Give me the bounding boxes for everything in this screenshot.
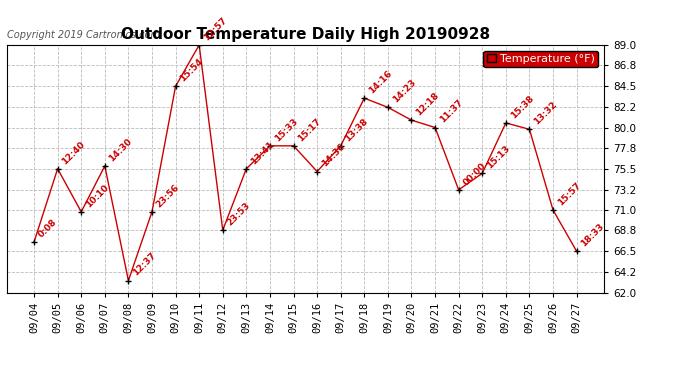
Text: 13:32: 13:32 [532,100,559,126]
Text: 15:13: 15:13 [485,144,512,171]
Text: 23:53: 23:53 [226,201,252,227]
Text: 15:57: 15:57 [556,180,582,207]
Text: 0:08: 0:08 [37,217,59,239]
Text: 12:18: 12:18 [414,91,441,117]
Text: 14:36: 14:36 [320,142,346,169]
Text: 14:16: 14:16 [367,69,394,95]
Text: 18:33: 18:33 [580,222,606,249]
Legend: Temperature (°F): Temperature (°F) [483,51,598,68]
Text: 15:38: 15:38 [509,93,535,120]
Text: 14:30: 14:30 [108,136,134,163]
Text: 15:54: 15:54 [178,57,205,84]
Text: 13:38: 13:38 [344,117,370,143]
Text: 12:57: 12:57 [202,15,228,42]
Text: 15:33: 15:33 [273,117,299,143]
Title: Outdoor Temperature Daily High 20190928: Outdoor Temperature Daily High 20190928 [121,27,490,42]
Text: 00:00: 00:00 [462,161,488,187]
Text: 12:40: 12:40 [61,140,87,166]
Text: 12:37: 12:37 [131,251,158,278]
Text: 15:17: 15:17 [296,116,323,143]
Text: 23:56: 23:56 [155,183,181,209]
Text: 11:37: 11:37 [438,98,464,125]
Text: 13:41: 13:41 [249,139,276,166]
Text: 14:23: 14:23 [391,78,417,105]
Text: 10:10: 10:10 [84,183,110,209]
Text: Copyright 2019 Cartronics.com: Copyright 2019 Cartronics.com [7,30,160,40]
